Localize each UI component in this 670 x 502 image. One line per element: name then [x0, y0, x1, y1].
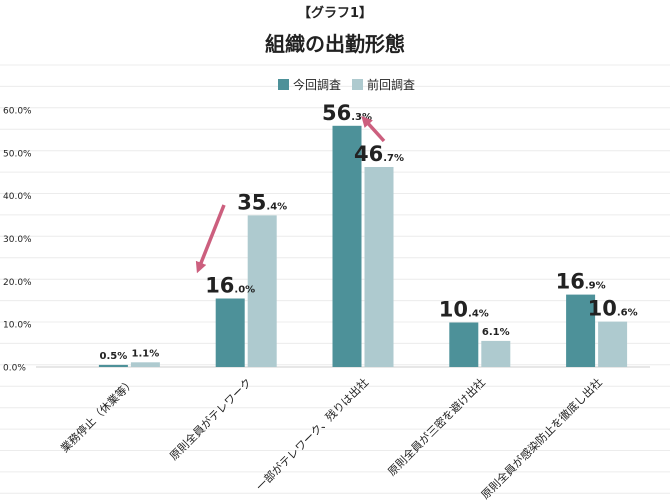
- y-tick-label: 10.0%: [3, 321, 32, 331]
- value-label: 1.1%: [132, 348, 160, 359]
- y-tick-label: 0.0%: [3, 364, 26, 374]
- value-label: 35.4%: [237, 190, 287, 214]
- bar-current: [566, 294, 596, 367]
- legend: 今回調査 前回調査: [278, 77, 415, 92]
- y-tick-label: 20.0%: [3, 278, 32, 288]
- category-labels: 業務停止（休業等） 原則全員がテレワーク 一部がテレワーク、残りは出社 原則全員が三密…: [58, 375, 605, 502]
- value-label: 10.4%: [439, 298, 489, 322]
- value-label: 16.9%: [556, 270, 606, 294]
- bars: [98, 125, 628, 367]
- category-label: 原則全員がテレワーク: [167, 375, 255, 463]
- value-label: 6.1%: [482, 327, 510, 338]
- legend-swatch-previous: [352, 79, 363, 90]
- value-labels: 0.5% 1.1%16.0%35.4%56.3%46.7%10.4%6.1%16.…: [100, 101, 638, 362]
- value-label: 46.7%: [354, 142, 404, 166]
- y-tick-label: 50.0%: [3, 149, 32, 159]
- category-label: 一部がテレワーク、残りは出社: [253, 375, 371, 493]
- bar-previous: [598, 321, 628, 367]
- legend-swatch-current: [278, 79, 289, 90]
- arrow-partial-telework-increase: [361, 115, 386, 143]
- y-tick-label: 30.0%: [3, 235, 32, 245]
- chart-label: 【グラフ1】: [298, 5, 372, 21]
- chart-title: 組織の出勤形態: [265, 32, 405, 56]
- bar-current: [98, 364, 128, 367]
- category-label: 原則全員が感染防止を徹底し出社: [478, 375, 605, 502]
- legend-label-previous: 前回調査: [367, 77, 415, 92]
- bar-current: [449, 322, 479, 367]
- bar-previous: [364, 167, 394, 367]
- value-label: 16.0%: [205, 274, 255, 298]
- bar-current: [332, 125, 362, 367]
- y-tick-label: 40.0%: [3, 192, 32, 202]
- category-label: 原則全員が三密を避け出社: [385, 375, 488, 478]
- value-label: 0.5%: [100, 351, 128, 362]
- bar-current: [215, 298, 245, 367]
- value-label: 10.6%: [588, 297, 638, 321]
- annotation-arrows: [195, 115, 386, 274]
- y-axis-ticks: 0.0% 10.0% 20.0% 30.0% 40.0% 50.0% 60.0%: [3, 107, 32, 374]
- category-label: 業務停止（休業等）: [58, 375, 138, 455]
- legend-label-current: 今回調査: [293, 77, 341, 92]
- bar-previous: [130, 362, 160, 367]
- bar-previous: [247, 215, 277, 367]
- arrow-teleworker-decrease: [195, 204, 226, 274]
- y-tick-label: 60.0%: [3, 107, 32, 117]
- bar-previous: [481, 340, 511, 367]
